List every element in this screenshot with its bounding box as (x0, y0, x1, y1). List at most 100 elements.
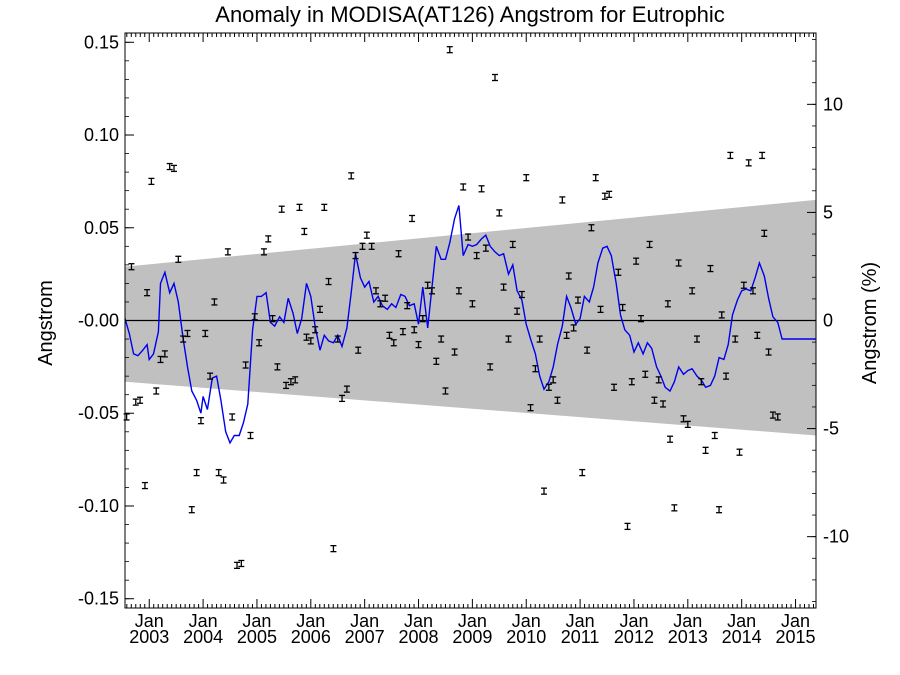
data-point (745, 159, 752, 167)
data-point (215, 468, 222, 477)
data-point (260, 248, 267, 256)
data-point (184, 329, 191, 338)
data-point (238, 559, 245, 568)
data-point (207, 372, 214, 380)
x-year-label: 2006 (291, 627, 331, 647)
data-point (415, 340, 422, 349)
data-point (455, 287, 462, 295)
data-point (390, 339, 397, 347)
y-axis-label-right: Angstrom (%) (859, 262, 881, 384)
data-point (283, 381, 290, 390)
data-point (651, 396, 658, 404)
data-point (465, 233, 472, 241)
data-point (303, 333, 310, 341)
data-point (144, 289, 151, 297)
data-point (637, 314, 644, 323)
right-tick-label: 0 (823, 311, 833, 331)
data-point (363, 231, 370, 239)
data-point (675, 259, 682, 267)
data-point (148, 177, 155, 186)
data-point (242, 361, 249, 369)
left-tick-label: -0.05 (78, 403, 119, 423)
data-point (761, 229, 768, 237)
data-point (312, 326, 319, 334)
data-point (153, 387, 160, 395)
data-point (251, 313, 258, 321)
data-point (348, 172, 355, 180)
data-point (234, 561, 241, 569)
data-point (624, 522, 631, 531)
data-point (325, 277, 332, 286)
x-month-label: Jan (189, 611, 218, 631)
data-point (438, 335, 445, 343)
data-point (188, 506, 195, 514)
data-point (660, 400, 667, 408)
data-point (749, 287, 756, 295)
data-point (774, 413, 781, 421)
data-point (597, 305, 604, 314)
data-point (399, 327, 406, 336)
x-month-label: Jan (404, 611, 433, 631)
data-point (559, 196, 566, 204)
data-point (765, 348, 772, 356)
data-point (229, 413, 236, 421)
data-point (615, 268, 622, 276)
data-point (554, 396, 561, 404)
data-point (316, 305, 323, 314)
data-point (707, 264, 714, 273)
right-tick-label: -10 (823, 527, 849, 547)
x-month-label: Jan (135, 611, 164, 631)
data-point (646, 240, 653, 249)
data-point (518, 290, 525, 299)
data-point (386, 331, 393, 339)
x-month-label: Jan (242, 611, 271, 631)
left-tick-label: 0.15 (84, 32, 119, 52)
right-tick-label: -5 (823, 419, 839, 439)
data-point (563, 331, 570, 339)
data-point (442, 387, 449, 395)
left-tick-label: -0.15 (78, 589, 119, 609)
x-month-label: Jan (512, 611, 541, 631)
x-year-label: 2003 (129, 627, 169, 647)
data-point (536, 335, 543, 343)
data-point (339, 394, 346, 403)
data-point (141, 481, 148, 490)
data-point (723, 372, 730, 380)
data-point (382, 294, 389, 302)
x-year-label: 2008 (399, 627, 439, 647)
left-tick-label: 0.10 (84, 125, 119, 145)
x-month-label: Jan (619, 611, 648, 631)
data-point (487, 363, 494, 371)
x-year-label: 2007 (345, 627, 385, 647)
data-point (611, 383, 618, 391)
data-point (716, 506, 723, 514)
data-point (137, 396, 144, 404)
data-point (565, 272, 572, 280)
data-point (343, 385, 350, 393)
left-tick-label: -0.00 (78, 311, 119, 331)
data-point (579, 468, 586, 477)
data-point (372, 287, 379, 295)
data-point (446, 46, 453, 54)
data-point (211, 298, 218, 306)
data-point (411, 326, 418, 334)
data-point (330, 544, 337, 553)
data-point (359, 242, 366, 250)
data-point (355, 346, 362, 354)
data-point (202, 329, 209, 338)
data-point (395, 250, 402, 258)
data-point (693, 335, 700, 343)
data-point (514, 307, 521, 315)
x-year-label: 2005 (237, 627, 277, 647)
x-year-label: 2010 (506, 627, 546, 647)
right-y-axis: 10 5 0 -5 -10 (807, 39, 849, 602)
anomaly-series-line (124, 205, 816, 445)
data-point (166, 162, 173, 171)
data-point (301, 227, 308, 236)
right-tick-label: 10 (823, 94, 843, 114)
data-point (655, 376, 662, 384)
data-point (161, 350, 168, 358)
data-point (473, 251, 480, 260)
data-point (321, 203, 328, 212)
